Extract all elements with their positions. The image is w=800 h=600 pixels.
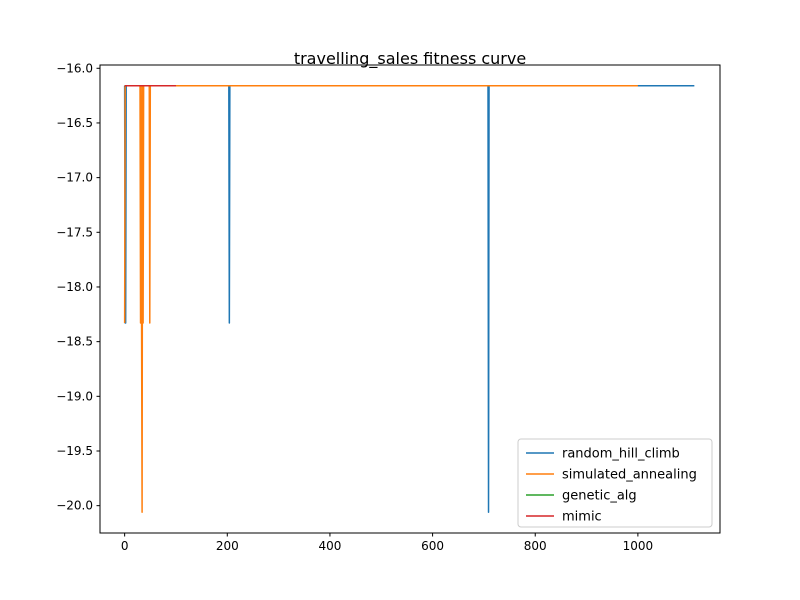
x-tick-label: 600 [421,539,444,553]
legend: random_hill_climb simulated_annealinggene… [517,438,713,528]
y-tick-label: −18.0 [56,280,93,294]
y-tick-label: −17.0 [56,171,93,185]
x-tick-label: 400 [318,539,341,553]
x-tick-label: 0 [121,539,129,553]
legend-box [517,438,713,528]
y-tick-label: −17.5 [56,225,93,239]
y-tick-label: −20.0 [56,499,93,513]
series-layer [123,85,695,513]
plot-frame [99,64,721,534]
x-tick-label: 800 [524,539,547,553]
series-line-random-hill-climb [123,85,695,513]
y-tick-label: −16.5 [56,116,93,130]
x-axis: 0 200 400 600 800 1000 [121,533,653,553]
legend-label: simulated_annealing [562,468,697,483]
chart-title: travelling_sales fitness curve [294,49,526,69]
x-tick-label: 200 [216,539,239,553]
y-tick-label: −19.5 [56,444,93,458]
y-tick-label: −19.0 [56,389,93,403]
legend-label: mimic [562,510,602,525]
legend-label: random_hill_climb [562,447,680,462]
y-axis: −16.0 −16.5 −17.0 −17.5 −18.0 −18.5 −19.0 −19.5… [56,61,100,513]
legend-label: genetic_alg [562,489,637,504]
y-tick-label: −16.0 [56,61,93,75]
y-tick-label: −18.5 [56,335,93,349]
x-tick-label: 1000 [623,539,654,553]
